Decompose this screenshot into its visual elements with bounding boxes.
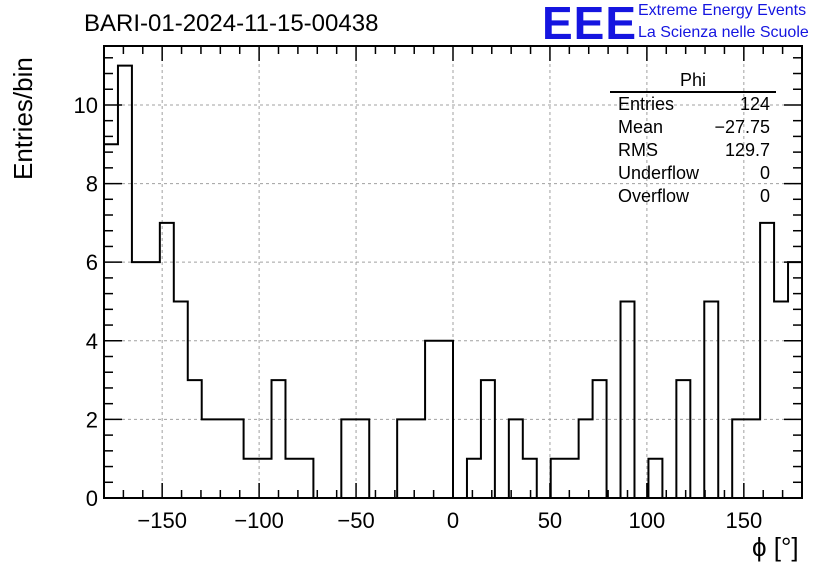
stats-label: Entries xyxy=(618,94,675,114)
x-tick-label: −100 xyxy=(234,508,284,533)
histogram-bin xyxy=(411,419,425,498)
y-tick-label: 10 xyxy=(74,93,98,118)
histogram-bin xyxy=(481,380,495,498)
stats-row-entries: Entries 124 xyxy=(610,93,776,116)
histogram-bin xyxy=(579,419,593,498)
stats-value: 0 xyxy=(759,163,770,183)
histogram-bin xyxy=(676,380,690,498)
histogram-bin xyxy=(202,419,216,498)
histogram-bin xyxy=(244,459,258,498)
histogram-bin xyxy=(523,459,537,498)
histogram-bin xyxy=(774,301,788,498)
stats-row-underflow: Underflow 0 xyxy=(610,162,776,185)
y-tick-label: 2 xyxy=(86,407,98,432)
x-tick-label: 100 xyxy=(629,508,666,533)
histogram-outline xyxy=(104,64,802,499)
histogram-bin xyxy=(132,262,146,498)
histogram-bin xyxy=(230,419,244,498)
histogram-bin xyxy=(118,66,132,498)
y-tick-label: 6 xyxy=(86,250,98,275)
y-tick-label: 0 xyxy=(86,486,98,511)
logo-subtitle-line1: Extreme Energy Events xyxy=(638,2,807,19)
histogram-bin xyxy=(648,459,662,498)
x-tick-label: −150 xyxy=(137,508,187,533)
x-tick-label: 50 xyxy=(538,508,562,533)
histogram-bin xyxy=(146,262,160,498)
stats-row-rms: RMS 129.7 xyxy=(610,139,776,162)
histogram-bin xyxy=(551,459,565,498)
stats-box: Phi Entries 124 Mean −27.75 RMS 129.7 Un… xyxy=(610,70,776,208)
chart-title: BARI-01-2024-11-15-00438 xyxy=(84,10,379,37)
histogram-bin xyxy=(299,459,313,498)
stats-label: RMS xyxy=(618,140,658,160)
stats-row-mean: Mean −27.75 xyxy=(610,116,776,139)
histogram-bin xyxy=(621,301,635,498)
y-tick-label: 4 xyxy=(86,329,98,354)
histogram-bin xyxy=(467,459,481,498)
histogram-bin xyxy=(704,301,718,498)
stats-row-overflow: Overflow 0 xyxy=(610,185,776,208)
stats-value: 0 xyxy=(759,186,770,206)
histogram-bin xyxy=(397,419,411,498)
y-tick-label: 8 xyxy=(86,172,98,197)
histogram-bin xyxy=(355,419,369,498)
eee-logo: EEE xyxy=(542,0,638,49)
x-tick-label: −50 xyxy=(337,508,374,533)
histogram-bin xyxy=(593,380,607,498)
y-axis-label: Entries/bin xyxy=(8,57,38,180)
histogram-bin xyxy=(760,223,774,498)
stats-value: −27.75 xyxy=(714,117,770,137)
histogram-bin xyxy=(565,459,579,498)
x-axis-label: ϕ [°] xyxy=(752,532,799,562)
histogram-bin xyxy=(216,419,230,498)
stats-box-title: Phi xyxy=(610,70,776,93)
stats-value: 124 xyxy=(739,94,770,114)
histogram-bin xyxy=(746,419,760,498)
histogram-bin xyxy=(509,419,523,498)
x-tick-label: 0 xyxy=(447,508,459,533)
histogram-bin xyxy=(188,380,202,498)
histogram-bin xyxy=(788,262,802,498)
x-tick-label: 150 xyxy=(725,508,762,533)
stats-label: Mean xyxy=(618,117,664,137)
histogram-bin xyxy=(174,301,188,498)
logo-subtitle-line2: La Scienza nelle Scuole xyxy=(638,24,809,41)
histogram-bin xyxy=(104,144,118,498)
stats-label: Overflow xyxy=(618,186,690,206)
stats-value: 129.7 xyxy=(724,140,770,160)
histogram-bin xyxy=(272,380,286,498)
stats-label: Underflow xyxy=(618,163,700,183)
histogram-bin xyxy=(341,419,355,498)
